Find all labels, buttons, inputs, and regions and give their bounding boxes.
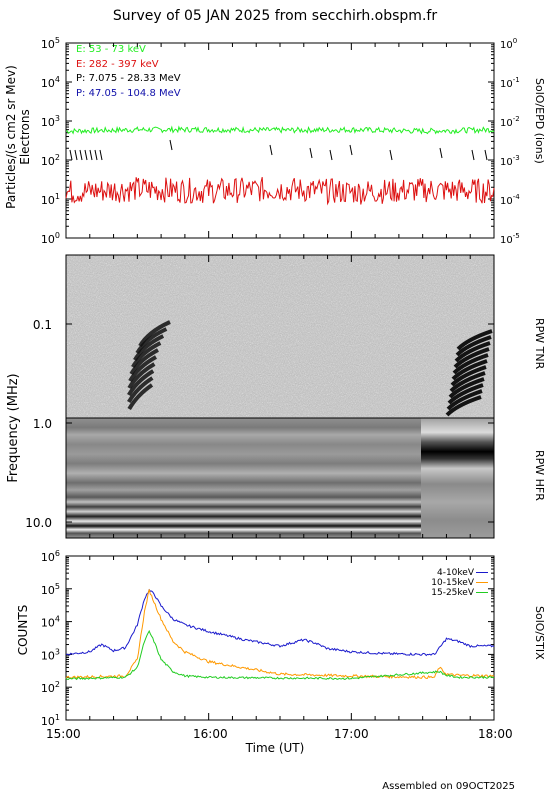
- rpw-burst-2-stripe: [446, 389, 483, 411]
- epd-right-tick-label: 10-2: [500, 115, 520, 129]
- epd-legend-e-high: E: 282 - 397 keV: [76, 58, 159, 70]
- stix-tick-label: 101: [41, 713, 60, 728]
- epd-legend: E: 53 - 73 keV E: 282 - 397 keV P: 7.075…: [76, 43, 181, 101]
- rpw-burst-2-stripe: [450, 365, 487, 387]
- stix-legend-15-25: 15-25keV: [431, 588, 488, 598]
- rpw-burst-2-stripe: [452, 353, 489, 375]
- epd-proton-mark: [79, 149, 83, 161]
- rpw-burst-1-stripe: [127, 383, 154, 411]
- epd-proton-mark: [94, 149, 98, 161]
- epd-proton-mark: [471, 149, 475, 161]
- epd-legend-p-low: P: 7.075 - 28.33 MeV: [76, 73, 181, 84]
- x-axis-label: Time (UT): [245, 741, 305, 755]
- rpw-burst-2-stripe: [445, 395, 482, 417]
- epd-proton-mark: [74, 149, 78, 161]
- rpw-tick-label: 0.1: [33, 318, 52, 332]
- epd-frame: [65, 42, 495, 239]
- epd-proton-mark: [169, 139, 173, 151]
- epd-right-tick-label: 10-3: [500, 154, 520, 168]
- rpw-burst-1-stripe: [131, 341, 162, 369]
- epd-left-tick-label: 101: [41, 192, 60, 207]
- epd-left-tick-label: 100: [41, 231, 60, 246]
- epd-right-tick-label: 10-1: [500, 76, 520, 90]
- footer-assembled: Assembled on 09OCT2025: [382, 781, 515, 792]
- rpw-burst-1-stripe: [127, 362, 156, 390]
- epd-proton-mark: [329, 149, 333, 161]
- epd-proton-mark: [349, 144, 353, 156]
- epd-left-tick-label: 102: [41, 153, 60, 168]
- stix-legend-10-15: 10-15keV: [431, 578, 488, 588]
- stix-tick-label: 106: [41, 549, 60, 564]
- epd-right-tick-label: 10-5: [500, 232, 520, 246]
- stix-legend-4-10: 4-10keV: [431, 568, 488, 578]
- epd-proton-mark: [84, 149, 88, 161]
- rpw-tick-label: 10.0: [25, 516, 52, 530]
- epd-proton-mark: [99, 149, 103, 161]
- rpw-burst-2-stripe: [447, 383, 484, 405]
- rpw-burst-2-stripe: [455, 335, 492, 357]
- page-title: Survey of 05 JAN 2025 from secchirh.obsp…: [112, 8, 438, 24]
- stix-legend-swatch: [476, 592, 488, 593]
- epd-series-e-high: [65, 176, 495, 206]
- rpw-burst-2-stripe: [448, 377, 485, 399]
- stix-tick-label: 102: [41, 680, 60, 695]
- stix-tick-label: 105: [41, 582, 60, 597]
- rpw-burst-1-stripe: [127, 369, 155, 397]
- stix-legend: 4-10keV 10-15keV 15-25keV: [431, 568, 488, 598]
- stix-tick-label: 103: [41, 647, 60, 662]
- x-tick-1700: 17:00: [334, 727, 369, 741]
- epd-left-tick-label: 103: [41, 114, 60, 129]
- x-tick-1500: 15:00: [46, 727, 81, 741]
- rpw-burst-1-stripe: [129, 348, 159, 376]
- rpw-burst-1-stripe: [127, 376, 154, 404]
- epd-legend-e-low: E: 53 - 73 keV: [76, 44, 146, 55]
- epd-proton-mark: [484, 149, 488, 161]
- stix-series-10-15: [65, 589, 495, 680]
- epd-right-tick-label: 100: [500, 37, 517, 51]
- rpw-burst-2-stripe: [449, 371, 486, 393]
- rpw-burst-1-stripe: [128, 355, 157, 383]
- epd-legend-p-high: P: 47.05 - 104.8 MeV: [76, 87, 181, 99]
- rpw-burst-2-stripe: [453, 347, 490, 369]
- stix-series-15-25: [65, 629, 495, 681]
- stix-legend-swatch: [476, 582, 488, 583]
- epd-left-tick-label: 104: [41, 75, 60, 90]
- epd-proton-mark: [269, 144, 273, 156]
- rpw-burst-1-stripe: [133, 334, 165, 362]
- rpw-burst-2-stripe: [456, 329, 493, 351]
- epd-proton-mark: [89, 149, 93, 161]
- stix-tick-label: 104: [41, 615, 60, 630]
- stix-series-4-10: [66, 588, 495, 657]
- rpw-hfr-right: [421, 418, 494, 538]
- stix-legend-swatch: [476, 572, 488, 573]
- rpw-burst-2-stripe: [451, 359, 488, 381]
- rpw-burst-1-stripe: [135, 327, 168, 355]
- rpw-tick-label: 1.0: [33, 417, 52, 431]
- rpw-burst-1-stripe: [138, 320, 171, 348]
- epd-series-e-low: [65, 125, 495, 135]
- x-tick-1600: 16:00: [193, 727, 228, 741]
- x-tick-1800: 18:00: [478, 727, 513, 741]
- epd-right-tick-label: 10-4: [500, 193, 520, 207]
- epd-proton-mark: [309, 147, 313, 159]
- epd-proton-mark: [69, 149, 73, 161]
- epd-proton-mark: [439, 147, 443, 159]
- epd-left-tick-label: 105: [41, 36, 60, 51]
- rpw-hfr-left: [66, 418, 421, 538]
- epd-proton-mark: [389, 149, 393, 161]
- rpw-burst-2-stripe: [454, 341, 491, 363]
